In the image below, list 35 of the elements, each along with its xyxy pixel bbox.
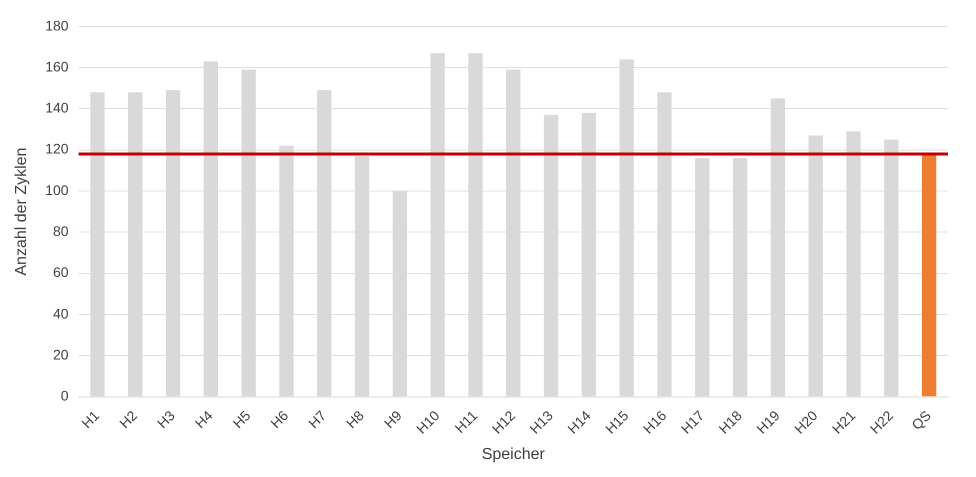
x-tick-label: H3 — [154, 407, 178, 432]
x-tick-label: H1 — [78, 407, 102, 432]
bar — [922, 154, 936, 396]
x-tick-label: H21 — [828, 407, 858, 437]
x-tick-label: H2 — [116, 407, 140, 432]
x-tick-label: H8 — [342, 407, 368, 432]
x-tick-label: H14 — [564, 407, 594, 437]
y-tick-label: 100 — [45, 182, 69, 198]
x-tick-label: H20 — [791, 407, 821, 437]
x-tick-label: QS — [908, 407, 934, 433]
y-tick-label: 20 — [52, 346, 69, 362]
y-tick-label: 120 — [45, 140, 69, 157]
x-tick-label: H4 — [192, 407, 216, 432]
y-tick-label: 60 — [52, 264, 69, 280]
y-tick-label: 80 — [52, 223, 69, 240]
x-tick-label: H13 — [526, 407, 556, 437]
x-tick-label: H18 — [715, 407, 746, 437]
x-tick-label: H5 — [230, 407, 254, 432]
x-tick-label: H22 — [866, 407, 896, 437]
x-tick-label: H7 — [305, 407, 330, 432]
x-tick-label: H10 — [413, 407, 443, 437]
x-tick-label: H12 — [488, 407, 518, 437]
y-axis-title: Anzahl der Zyklen — [13, 148, 30, 276]
y-tick-label: 40 — [52, 305, 69, 322]
x-tick-label: H9 — [380, 407, 405, 432]
y-tick-label: 140 — [45, 100, 69, 116]
x-tick-label: H19 — [753, 407, 783, 437]
y-tick-label: 180 — [45, 17, 69, 34]
x-tick-label: H15 — [602, 407, 632, 437]
x-tick-label: H16 — [640, 407, 670, 437]
x-axis-title: Speicher — [482, 446, 546, 463]
x-tick-label: H11 — [452, 407, 480, 436]
y-tick-label: 160 — [45, 58, 69, 74]
x-tick-label: H6 — [267, 407, 292, 432]
y-tick-label: 0 — [60, 388, 69, 404]
